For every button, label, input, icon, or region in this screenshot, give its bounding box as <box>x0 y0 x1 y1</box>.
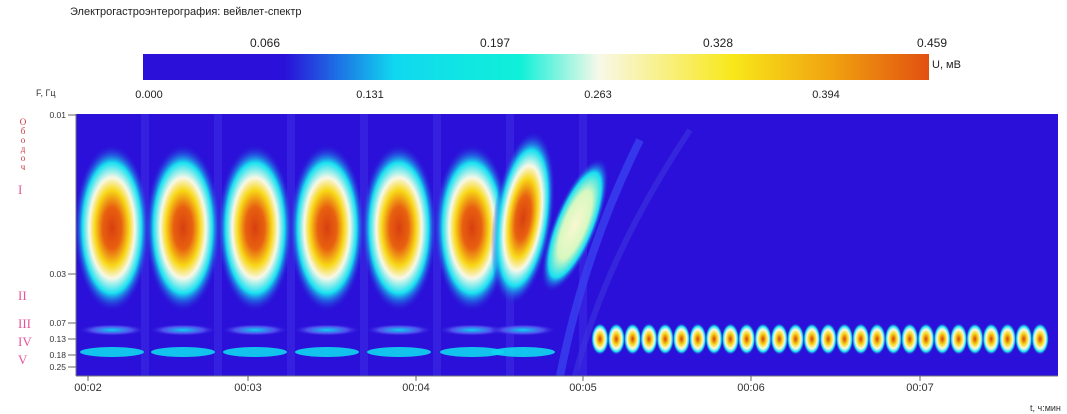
zone-label-iii: III <box>18 316 31 331</box>
zone-iv-peak <box>688 323 707 355</box>
zone-iii-band <box>489 324 557 336</box>
zone-iv-peak <box>737 323 756 355</box>
y-tick-label: 0.18 <box>49 350 66 360</box>
zone-iv-peak <box>770 323 789 355</box>
colorbar-bottom-tick: 0.394 <box>812 89 840 101</box>
y-tick-label: 0.03 <box>49 269 66 279</box>
zone-v-band <box>440 347 504 357</box>
y-tick-label: 0.13 <box>49 334 66 344</box>
zone-label-ii: II <box>18 288 27 303</box>
zone-label-iv: IV <box>18 334 32 349</box>
zone-iv-peak <box>949 323 968 355</box>
zone-iv-peak <box>851 323 870 355</box>
transition-streak <box>572 128 693 376</box>
zone-iv-peak <box>933 323 952 355</box>
x-axis-title: t, ч:мин <box>1030 403 1061 413</box>
zone-iv-peak <box>754 323 772 355</box>
zone-iv-peak <box>607 323 626 355</box>
zone-iii-band <box>78 324 146 336</box>
y-tick-label: 0.07 <box>49 318 66 328</box>
x-tick-label: 00:05 <box>569 382 597 394</box>
y-tick-label: 0.25 <box>49 362 66 372</box>
chart-title: Электрогастроэнтерография: вейвлет-спект… <box>70 6 302 18</box>
zone-i-peak <box>145 144 221 312</box>
zone-iv-peak <box>639 323 658 355</box>
zone-i-peak <box>217 144 293 312</box>
zone-i-peak <box>289 144 365 312</box>
x-tick-label: 00:07 <box>906 382 934 394</box>
colorbar-unit-label: U, мВ <box>932 59 961 71</box>
zone-iii-band <box>149 324 217 336</box>
zone-iv-peak <box>965 323 984 355</box>
zone-iv-peak <box>917 323 935 355</box>
zone-i-peak <box>76 144 150 312</box>
zone-i-peak <box>361 144 437 312</box>
colorbar-bottom-tick: 0.131 <box>356 89 384 101</box>
x-tick-label: 00:06 <box>737 382 765 394</box>
zone-i-peak <box>541 157 609 293</box>
zone-iv-peak <box>623 323 642 355</box>
zone-v-band <box>80 347 144 357</box>
zone-iii-band <box>293 324 361 336</box>
colorbar <box>143 54 929 80</box>
zone-v-band <box>367 347 431 357</box>
zone-iv-peak <box>998 323 1017 355</box>
zone-iv-peak <box>868 323 887 355</box>
zone-label-i: I <box>18 182 23 197</box>
x-tick-label: 00:02 <box>74 382 102 394</box>
y-tick-label: 0.01 <box>49 110 66 120</box>
colorbar-top-tick: 0.459 <box>916 36 948 50</box>
zone-iv-peak <box>672 323 691 355</box>
x-tick-label: 00:04 <box>402 382 430 394</box>
zone-iv-peak <box>1014 323 1033 355</box>
zone-iv-peak <box>656 323 675 355</box>
zone-iv-peak <box>884 323 903 355</box>
zone-iv-peak <box>835 323 854 355</box>
x-tick-label: 00:03 <box>234 382 262 394</box>
zone-iv-peak <box>802 323 821 355</box>
colorbar-bottom-tick: 0.263 <box>584 89 612 101</box>
zone-iv-peak <box>1031 323 1050 355</box>
zone-v-band <box>151 347 215 357</box>
zone-iv-peak <box>591 323 609 355</box>
zone-iv-peak <box>982 323 1001 355</box>
zone-iv-peak <box>819 323 838 355</box>
zone-label-v: V <box>18 352 28 367</box>
zone-iv-peak <box>721 323 740 355</box>
zone-iii-band <box>438 324 506 336</box>
zone-i-peak <box>490 130 556 306</box>
zone-iv-peak <box>786 323 805 355</box>
zone-v-band <box>295 347 359 357</box>
zone-v-band <box>491 347 555 357</box>
zone-iv-peak <box>705 323 724 355</box>
zone-iv-peak <box>900 323 919 355</box>
colorbar-bottom-tick: 0.000 <box>135 89 163 101</box>
zone-i-peak <box>434 144 510 312</box>
heatmap-layer <box>76 114 1050 376</box>
y-axis-title: F, Гц <box>36 88 56 98</box>
zone-iii-band <box>365 324 433 336</box>
zone-v-band <box>223 347 287 357</box>
zone-iii-band <box>221 324 289 336</box>
transition-streak <box>556 138 644 376</box>
colorbar-top-tick: 0.197 <box>479 36 511 50</box>
colorbar-top-tick: 0.066 <box>249 36 281 50</box>
colorbar-top-tick: 0.328 <box>702 36 734 50</box>
